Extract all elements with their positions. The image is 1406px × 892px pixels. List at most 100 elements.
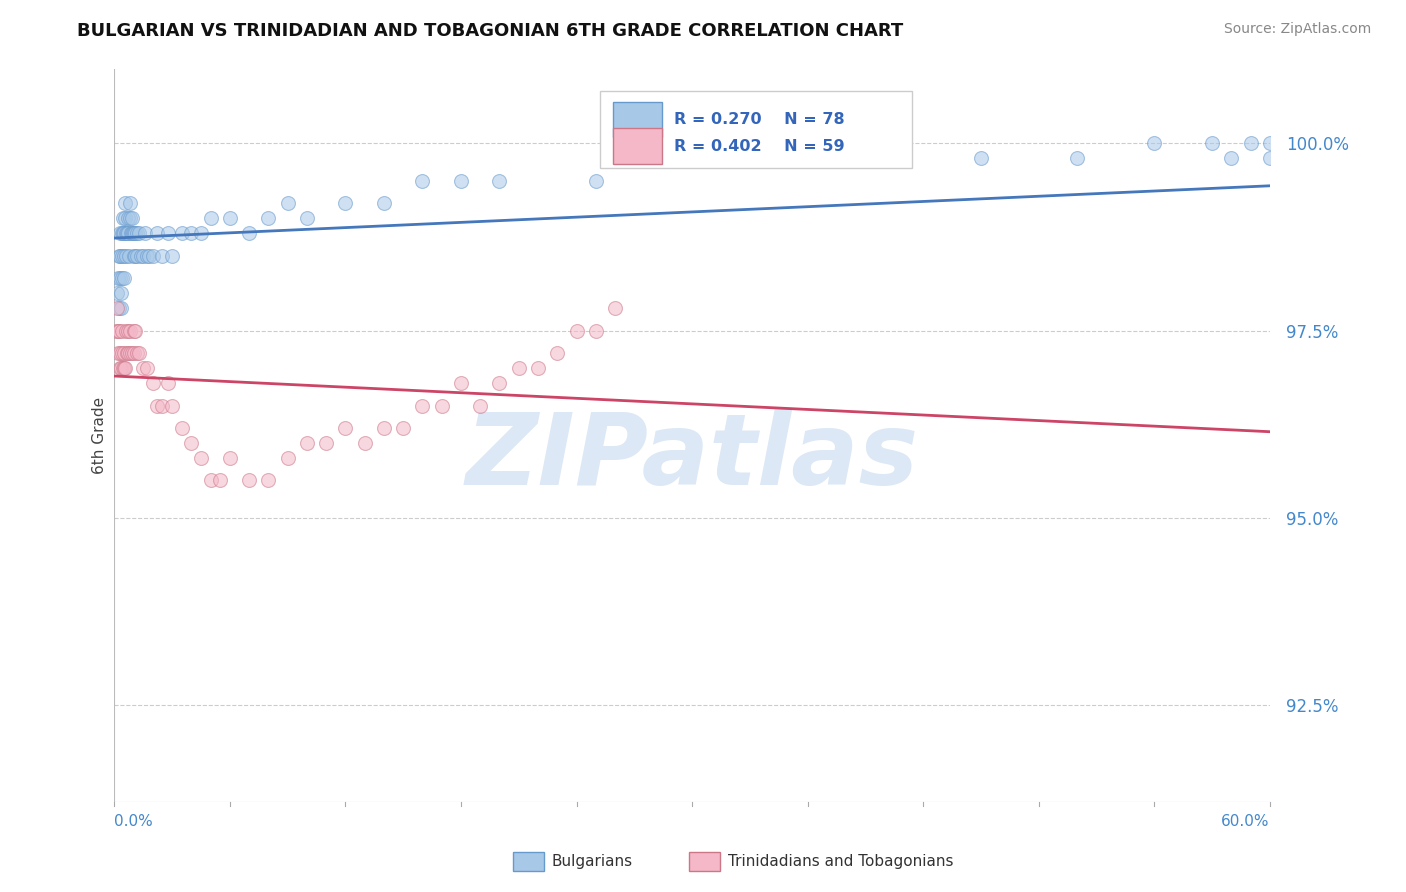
Point [450, 174, 472, 188]
Point [114, 211, 136, 226]
Point [218, 450, 240, 465]
Point [111, 211, 134, 226]
Point [152, 399, 174, 413]
Point [277, 450, 299, 465]
Point [295, 436, 318, 450]
Point [603, 301, 626, 315]
Point [114, 249, 136, 263]
Point [112, 361, 135, 376]
Point [114, 361, 136, 376]
Point [105, 301, 128, 315]
Point [115, 227, 138, 241]
Text: Trinidadians and Tobagonians: Trinidadians and Tobagonians [728, 855, 953, 869]
Point [200, 211, 222, 226]
Point [681, 152, 703, 166]
Point [1066, 152, 1088, 166]
Point [335, 196, 357, 211]
Point [527, 361, 550, 376]
Point [411, 399, 433, 413]
Point [117, 211, 139, 226]
Point [170, 421, 193, 435]
Point [121, 211, 143, 226]
Point [114, 227, 136, 241]
Point [107, 346, 129, 360]
Point [118, 346, 141, 360]
Point [145, 399, 167, 413]
FancyBboxPatch shape [613, 128, 662, 163]
Point [190, 450, 212, 465]
Point [105, 324, 128, 338]
Point [111, 249, 134, 263]
Text: R = 0.270    N = 78: R = 0.270 N = 78 [673, 112, 844, 128]
Point [315, 436, 337, 450]
Text: Source: ZipAtlas.com: Source: ZipAtlas.com [1223, 22, 1371, 37]
Point [118, 324, 141, 338]
Point [238, 227, 260, 241]
Point [450, 376, 472, 390]
Point [132, 249, 155, 263]
Point [127, 346, 149, 360]
Point [488, 376, 510, 390]
Point [970, 152, 993, 166]
Point [117, 346, 139, 360]
Point [107, 324, 129, 338]
Point [108, 249, 131, 263]
Point [488, 174, 510, 188]
Point [209, 474, 232, 488]
Point [873, 152, 896, 166]
Point [120, 227, 142, 241]
Point [110, 286, 132, 301]
Point [111, 227, 134, 241]
Point [585, 324, 607, 338]
Point [124, 227, 146, 241]
Point [117, 227, 139, 241]
Point [108, 227, 131, 241]
Point [115, 346, 138, 360]
Point [277, 196, 299, 211]
Point [114, 324, 136, 338]
Point [136, 249, 159, 263]
Point [128, 346, 150, 360]
Point [122, 249, 145, 263]
Point [353, 436, 375, 450]
Point [118, 249, 141, 263]
Point [142, 376, 165, 390]
Point [335, 421, 357, 435]
Point [392, 421, 415, 435]
Point [157, 227, 180, 241]
Point [108, 346, 131, 360]
Point [142, 249, 165, 263]
Point [136, 361, 159, 376]
Point [111, 324, 134, 338]
Point [112, 346, 135, 360]
Point [200, 474, 222, 488]
Point [118, 211, 141, 226]
Point [190, 227, 212, 241]
Point [1201, 136, 1223, 151]
Text: R = 0.402    N = 59: R = 0.402 N = 59 [673, 138, 844, 153]
Point [108, 301, 131, 315]
Point [108, 249, 131, 263]
Point [112, 227, 135, 241]
Text: ZIPatlas: ZIPatlas [465, 409, 918, 506]
Point [585, 174, 607, 188]
Point [257, 474, 280, 488]
Point [122, 227, 145, 241]
Text: 60.0%: 60.0% [1222, 814, 1270, 829]
Point [127, 227, 149, 241]
Point [108, 324, 131, 338]
Point [108, 361, 131, 376]
Point [112, 249, 135, 263]
Point [121, 346, 143, 360]
Point [778, 152, 800, 166]
Point [295, 211, 318, 226]
Point [373, 196, 395, 211]
Point [157, 376, 180, 390]
Point [257, 211, 280, 226]
Point [111, 271, 134, 285]
Point [121, 227, 143, 241]
Point [124, 249, 146, 263]
Point [129, 249, 152, 263]
Point [110, 301, 132, 315]
Point [111, 346, 134, 360]
